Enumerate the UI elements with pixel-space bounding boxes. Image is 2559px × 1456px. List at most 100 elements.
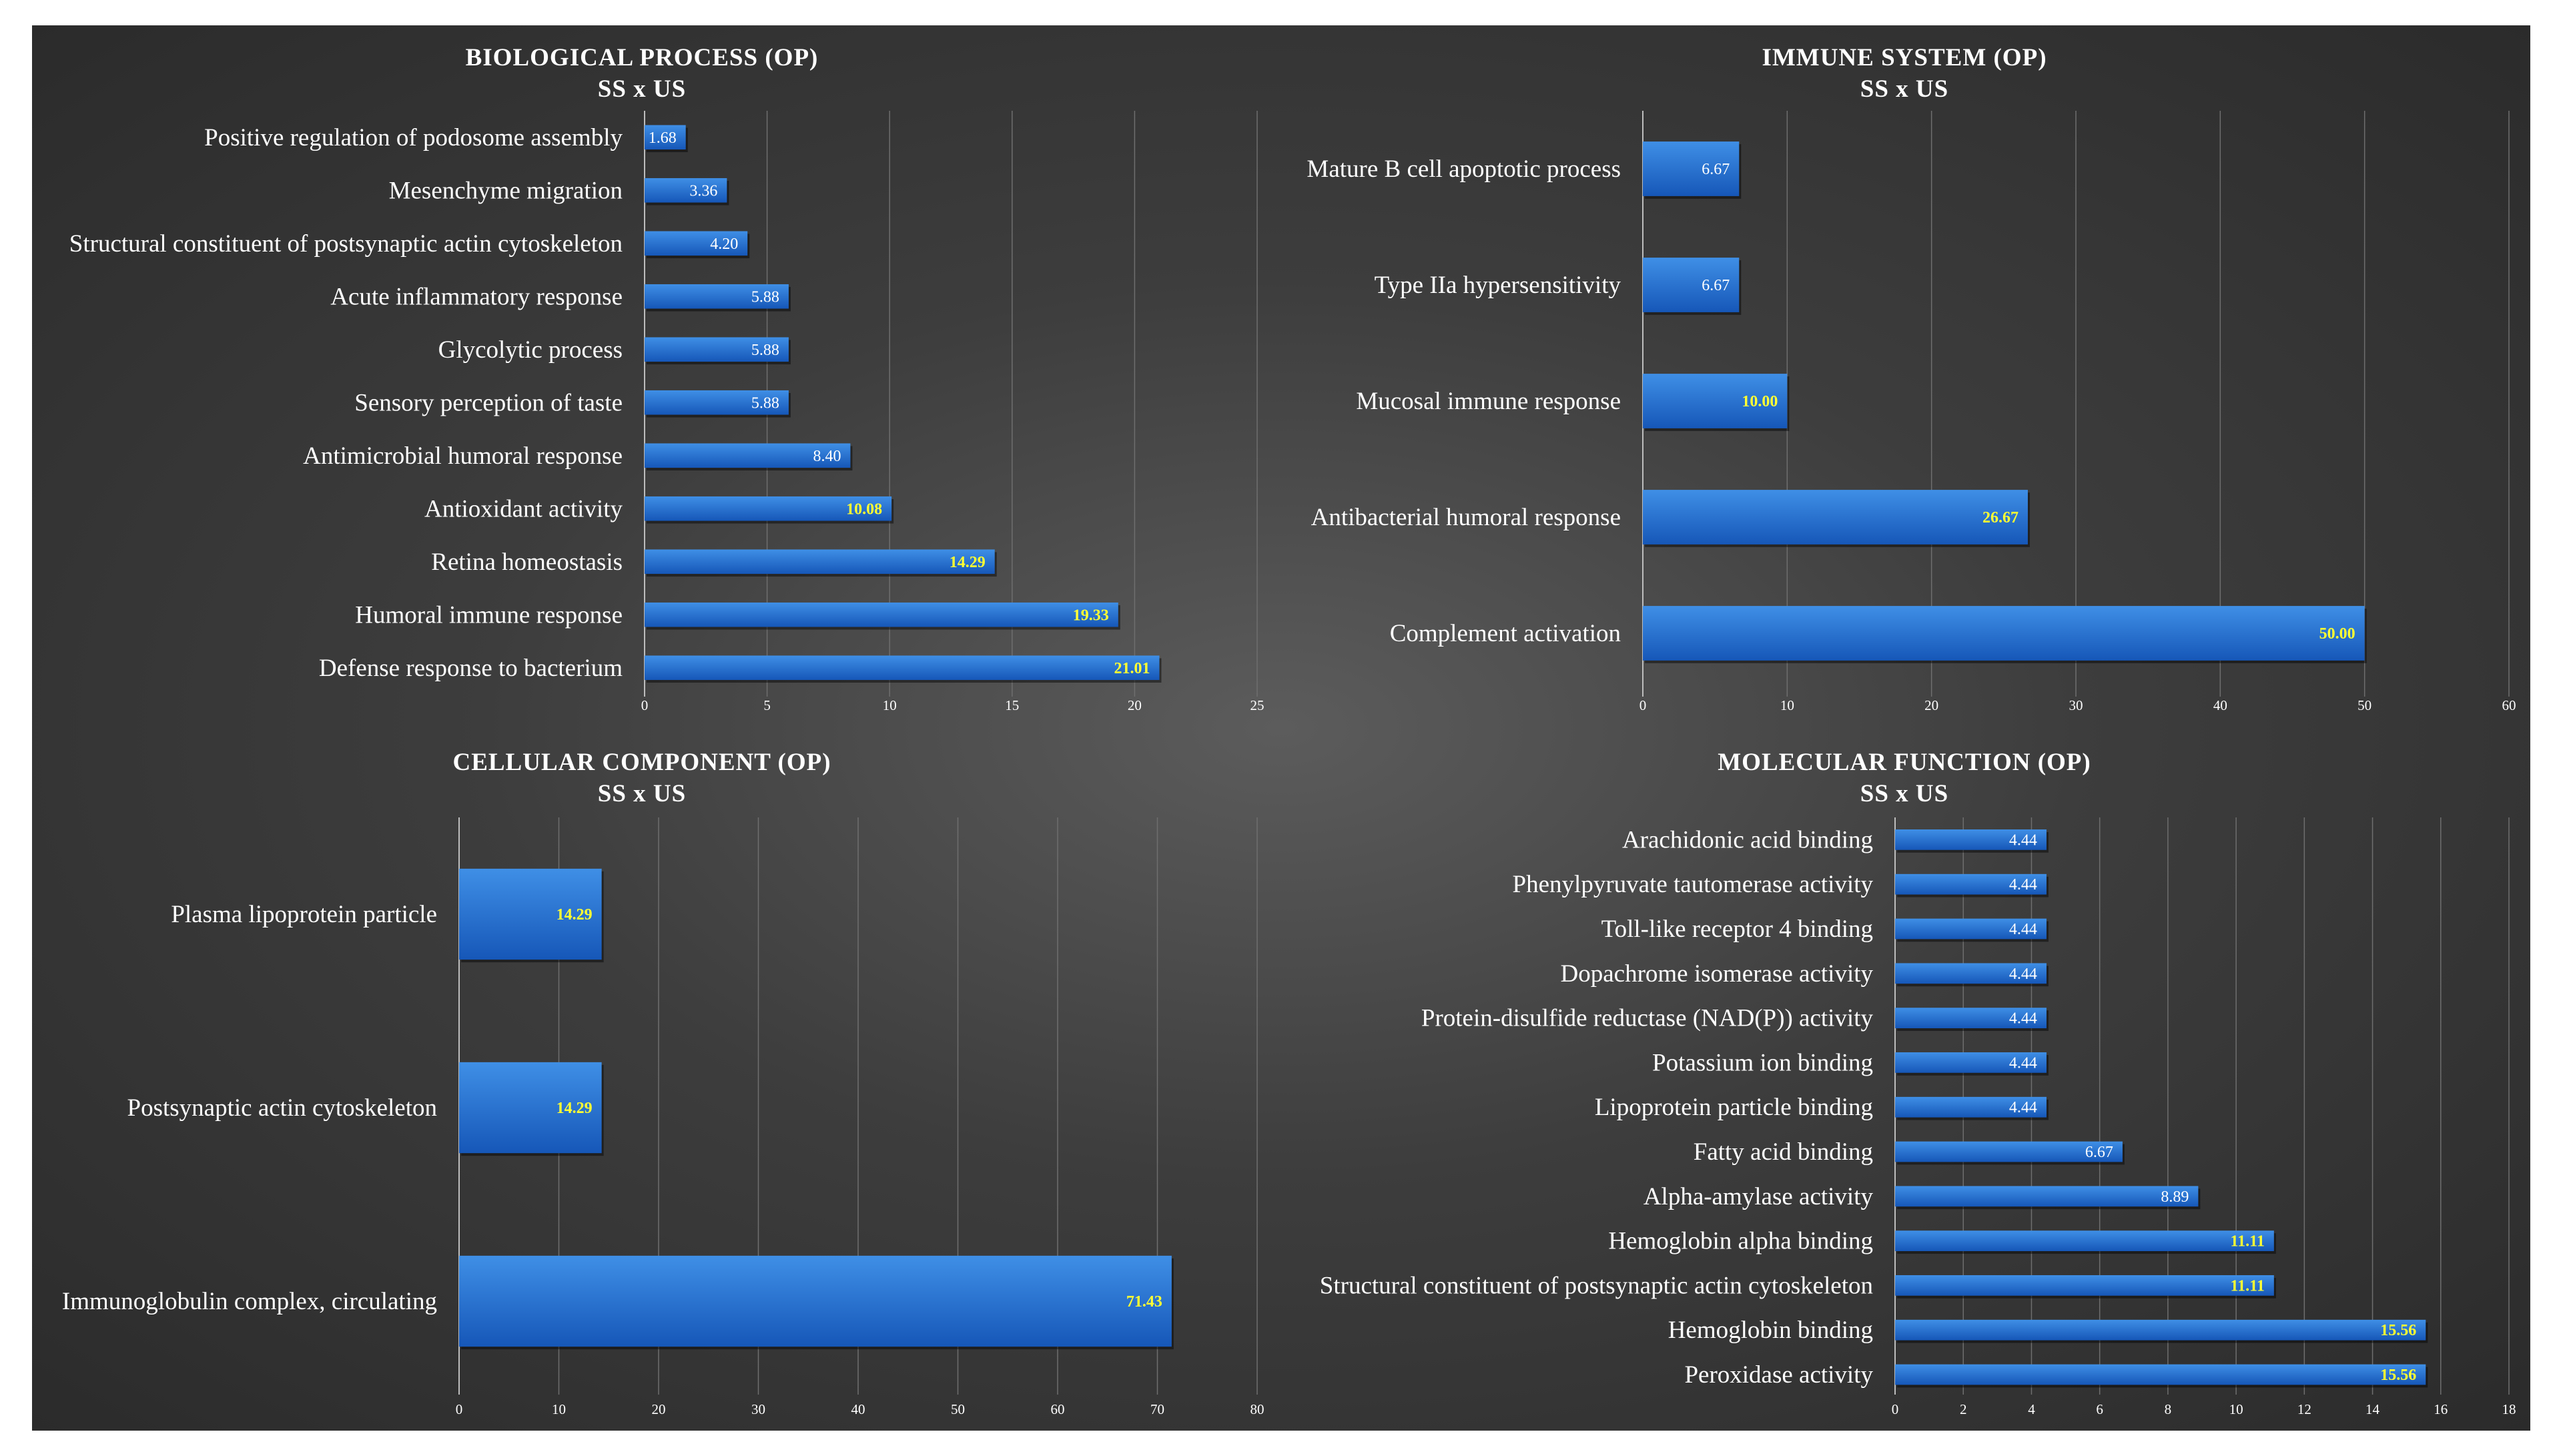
data-label: 26.67 [1982,509,2019,526]
chart-figure: BIOLOGICAL PROCESS (OP) SS x US 0 5 10 15 20 25… [32,25,2530,1431]
category-label: Structural constituent of postsynaptic a… [69,230,623,258]
category-label: Type IIa hypersensitivity [1375,272,1621,299]
data-label: 3.36 [689,182,717,200]
data-label: 14.29 [557,906,593,924]
bar [1895,1096,2047,1118]
bar [645,390,789,415]
category-label: Protein-disulfide reductase (NAD(P)) act… [1421,1005,1874,1032]
x-tick-label: 14 [2365,1401,2380,1417]
bar [1895,1008,2047,1028]
x-tick-label: 16 [2434,1401,2448,1417]
x-tick-label: 40 [851,1401,865,1417]
data-label: 15.56 [2380,1367,2416,1384]
chart-title: BIOLOGICAL PROCESS (OP) [466,44,819,71]
bar [645,231,748,256]
category-label: Plasma lipoprotein particle [171,901,437,928]
x-tick-label: 20 [1128,697,1142,713]
data-label: 4.44 [2009,831,2037,849]
x-tick-label: 60 [1051,1401,1065,1417]
bar [1895,829,2047,850]
data-label: 4.44 [2009,1054,2037,1072]
data-label: 5.88 [751,288,779,306]
category-label: Hemoglobin alpha binding [1608,1228,1873,1255]
x-tick-label: 0 [641,697,649,713]
x-tick-label: 10 [1780,697,1794,713]
chart-subtitle: SS x US [598,75,686,103]
data-label: 8.89 [2161,1188,2189,1206]
chart-panel: IMMUNE SYSTEM (OP) SS x US 0 10 20 30 40 50 60 Ma… [1307,44,2516,713]
category-label: Glycolytic process [438,336,623,364]
category-label: Antibacterial humoral response [1311,504,1621,531]
category-label: Mesenchyme migration [389,177,623,204]
x-tick-label: 20 [652,1401,666,1417]
bar [645,125,686,150]
data-label: 4.44 [2009,921,2037,938]
bar [1895,918,2047,940]
x-tick-label: 0 [1892,1401,1899,1417]
category-label: Mature B cell apoptotic process [1307,155,1621,183]
x-tick-label: 10 [883,697,897,713]
category-label: Postsynaptic actin cytoskeleton [127,1094,437,1122]
bar [645,177,727,203]
category-label: Positive regulation of podosome assembly [204,124,623,151]
category-label: Antimicrobial humoral response [303,442,623,470]
data-label: 19.33 [1073,607,1109,624]
category-label: Fatty acid binding [1694,1138,1873,1166]
category-label: Mucosal immune response [1356,388,1621,415]
bar [645,549,995,575]
x-tick-label: 5 [763,697,771,713]
bar [645,655,1160,681]
chart-title: IMMUNE SYSTEM (OP) [1762,44,2047,71]
category-label: Dopachrome isomerase activity [1561,960,1874,988]
bar [645,337,789,362]
bar [1895,1141,2123,1162]
data-label: 4.44 [2009,1099,2037,1116]
x-tick-label: 8 [2165,1401,2172,1417]
category-label: Toll-like receptor 4 binding [1601,916,1873,943]
x-tick-label: 30 [2069,697,2083,713]
bar [1895,1186,2199,1207]
category-label: Hemoglobin binding [1668,1317,1873,1344]
bar [1895,1230,2274,1251]
x-tick-label: 20 [1924,697,1938,713]
category-label: Alpha-amylase activity [1643,1183,1874,1210]
chart-subtitle: SS x US [1860,75,1948,103]
bar [1643,141,1740,196]
category-label: Sensory perception of taste [354,389,623,416]
x-tick-label: 50 [2357,697,2371,713]
data-label: 4.44 [2009,876,2037,893]
bar [645,602,1118,627]
chart-canvas: BIOLOGICAL PROCESS (OP)SS x US0 5 10 15 20 25… [62,44,2516,1417]
x-tick-label: 0 [1639,697,1647,713]
data-label: 4.44 [2009,1010,2037,1028]
data-label: 21.01 [1114,660,1150,677]
bar [1895,873,2047,895]
chart-title: MOLECULAR FUNCTION (OP) [1718,749,2091,776]
bar [459,1062,602,1154]
chart-subtitle: SS x US [598,780,686,807]
data-label: 15.56 [2380,1322,2416,1339]
data-label: 14.29 [950,554,986,571]
data-label: 10.00 [1742,393,1778,410]
chart-subtitle: SS x US [1860,780,1948,807]
data-label: 71.43 [1126,1293,1162,1311]
data-label: 6.67 [1702,277,1730,294]
bar [1895,1052,2047,1073]
category-label: Immunoglobulin complex, circulating [62,1288,437,1315]
data-label: 11.11 [2230,1233,2264,1250]
data-label: 6.67 [2085,1144,2113,1161]
category-label: Humoral immune response [355,601,623,629]
chart-title: CELLULAR COMPONENT (OP) [452,749,831,776]
category-label: Acute inflammatory response [330,283,623,310]
chart-panel: CELLULAR COMPONENT (OP) SS x US 0 10 20 30 40 5… [62,749,1264,1417]
chart-panel: BIOLOGICAL PROCESS (OP) SS x US 0 5 10 15 20 25… [69,44,1264,713]
data-label: 14.29 [557,1100,593,1117]
x-tick-label: 50 [951,1401,965,1417]
data-label: 6.67 [1702,161,1730,178]
data-label: 50.00 [2319,625,2355,643]
x-tick-label: 15 [1005,697,1019,713]
data-label: 1.68 [649,129,677,147]
bar [1643,490,2028,544]
category-label: Antioxidant activity [424,495,623,522]
x-tick-label: 6 [2096,1401,2103,1417]
